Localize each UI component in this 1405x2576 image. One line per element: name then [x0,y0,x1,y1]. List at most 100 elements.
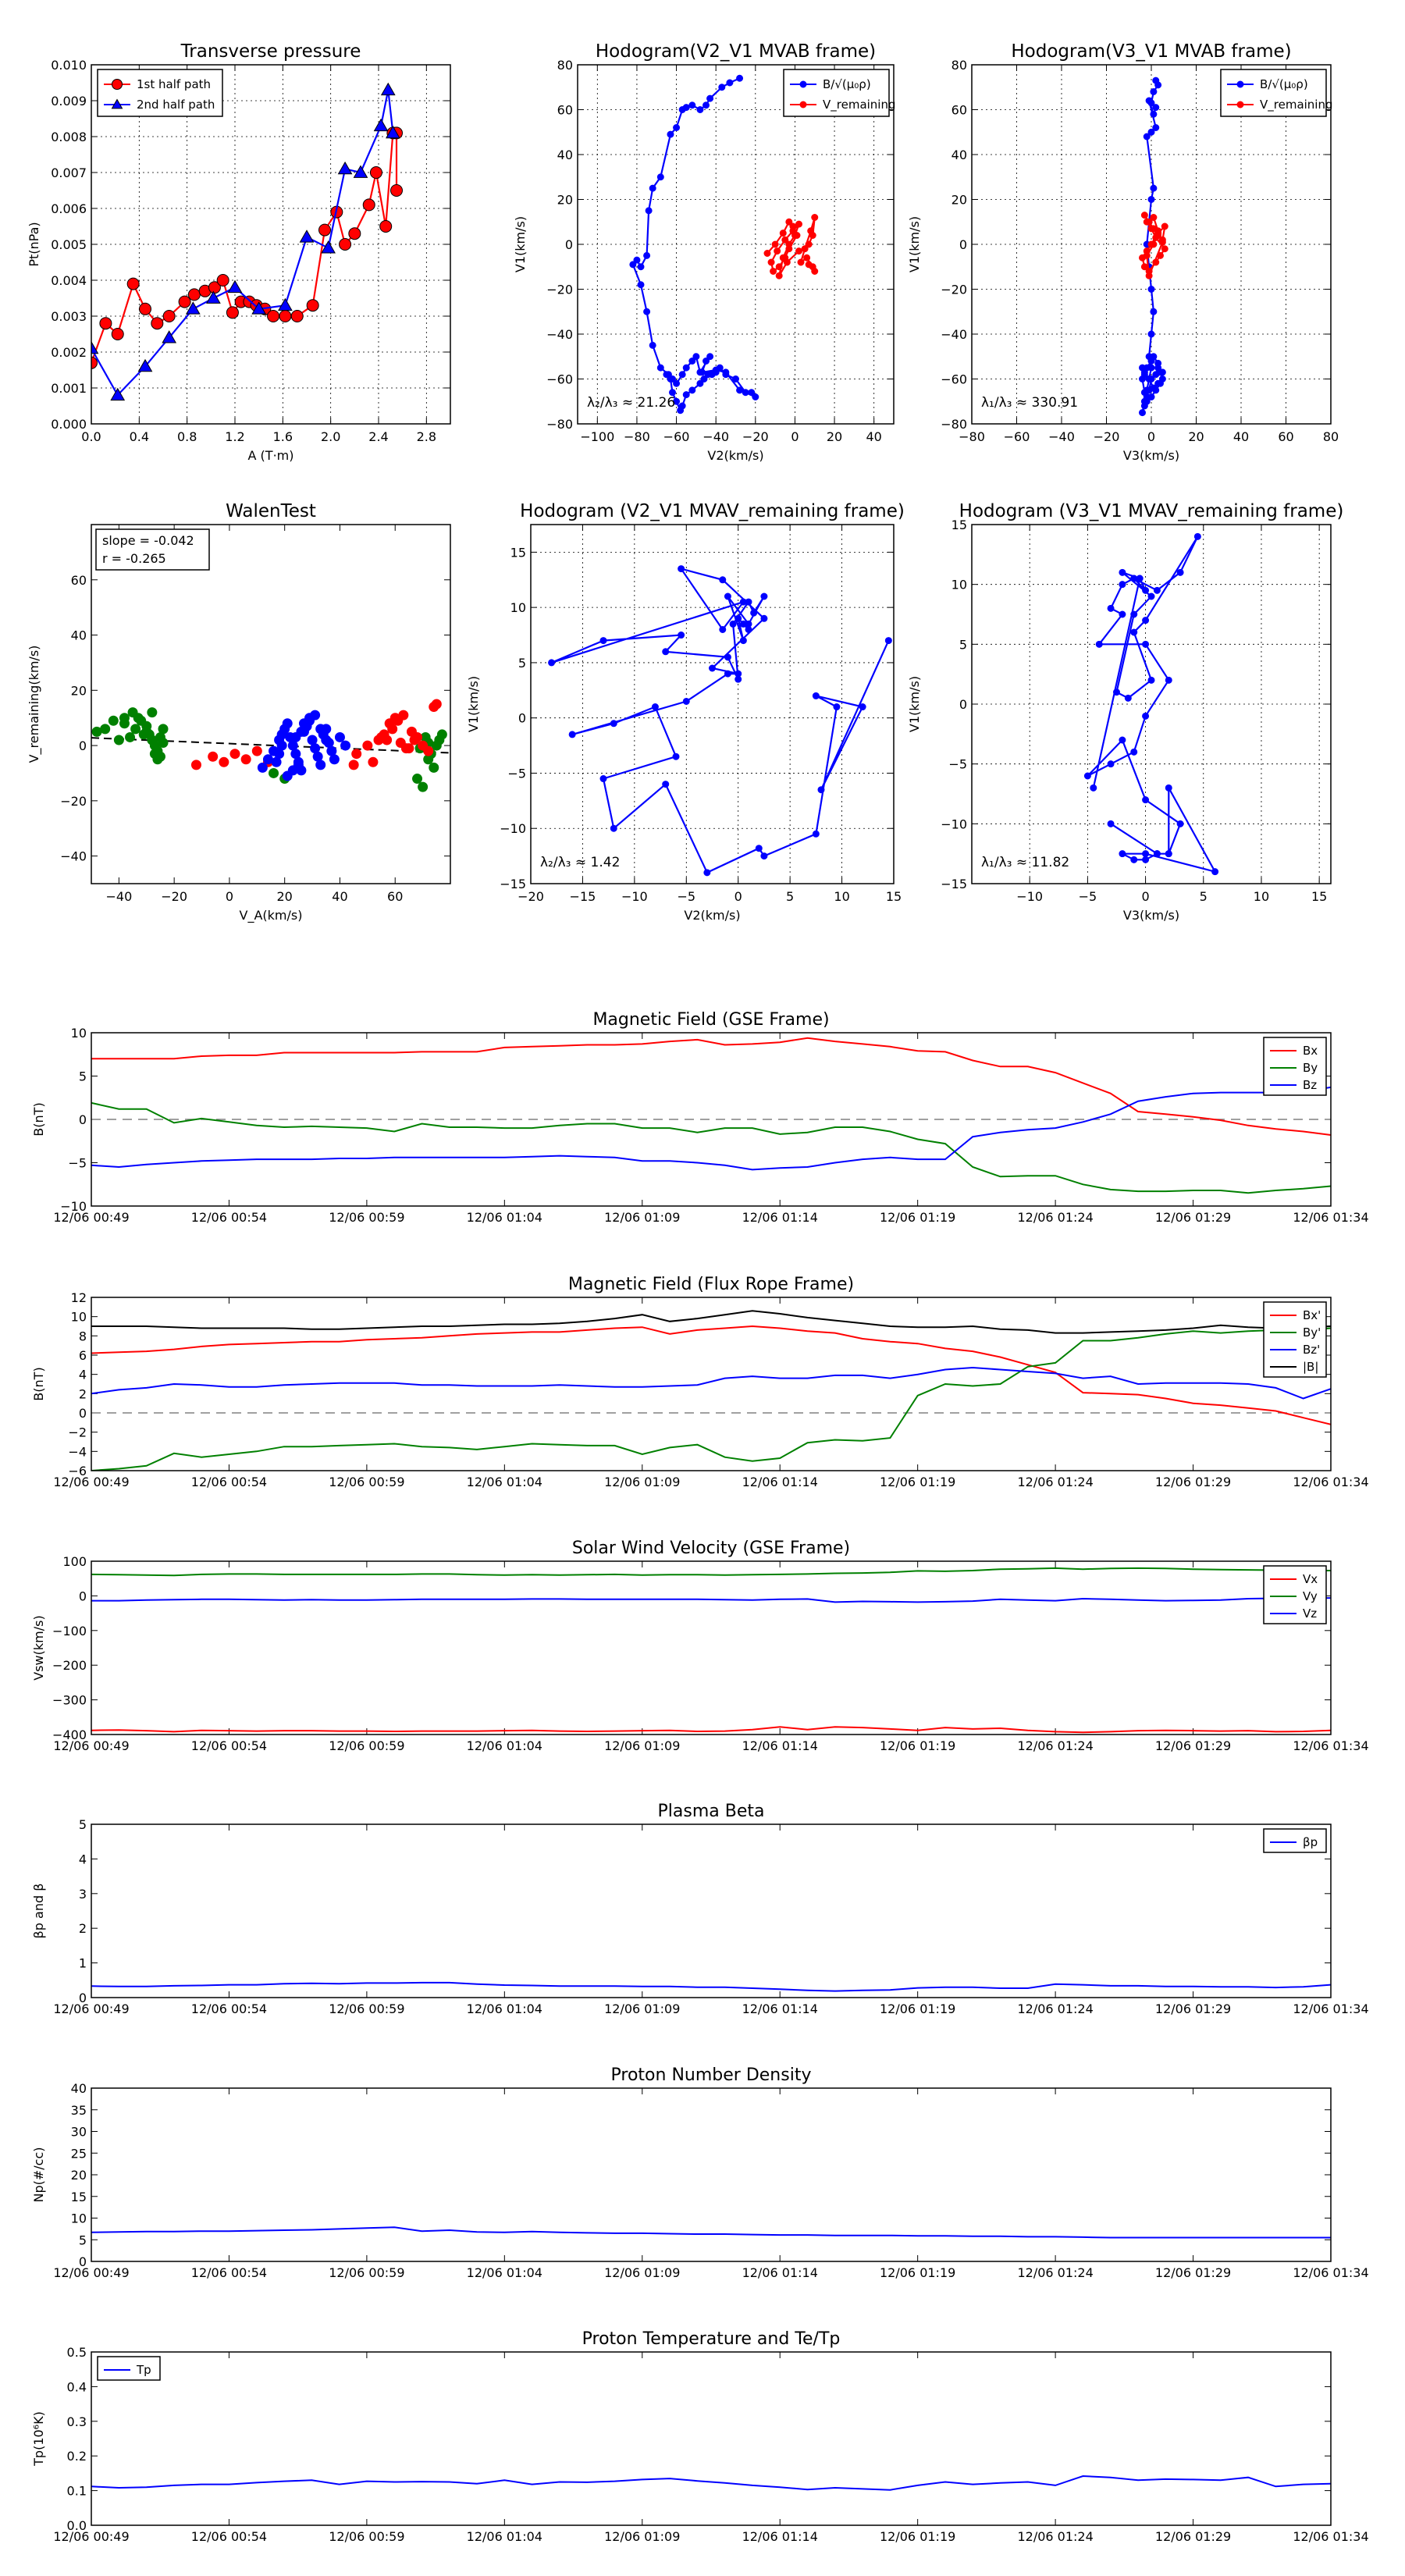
data-point [1142,850,1150,858]
y-tick-label: 6 [79,1348,87,1363]
data-point [812,692,820,699]
data-point [251,745,262,756]
data-point [1150,110,1158,118]
y-tick-label: 0.001 [51,381,87,396]
data-point [649,341,656,349]
data-point [763,250,771,257]
series-line [91,1597,1331,1603]
y-tick-label: 10 [71,1026,87,1041]
data-point [348,227,361,240]
y-tick-label: −2 [68,1425,87,1440]
data-point [568,731,576,738]
x-tick-label: 12/06 01:14 [742,2529,818,2544]
data-point [1139,364,1146,372]
legend-label: Bz [1303,1078,1317,1092]
chart-hodoR21: Hodogram (V2_V1 MVAV_remaining frame) −20… [466,501,905,923]
data-point [736,74,744,82]
plot-area [91,1037,1331,1194]
data-point [1157,251,1164,259]
plot-frame [91,2351,1332,2526]
x-tick-label: 12/06 00:54 [191,1738,267,1753]
y-tick-label: 0.5 [67,2345,87,2360]
x-tick-label: 12/06 01:04 [467,1210,542,1225]
data-point [318,223,331,237]
x-tick-label: −20 [1094,429,1120,444]
annotation-box [95,528,210,571]
data-point [1153,586,1161,594]
x-axis: −100 −80 −60 −40 −20 0 20 40 [580,65,882,444]
plot-area [91,1981,1331,1992]
data-point [662,648,670,656]
y-tick-label: −5 [68,1156,87,1171]
data-point [1158,375,1166,382]
y-axis-label: V1(km/s) [907,676,922,732]
x-axis: −40 −20 0 20 40 60 [106,525,403,904]
series-0 [91,1037,1331,1136]
x-tick-label: 12/06 01:24 [1017,2265,1093,2280]
data-point [271,756,282,767]
x-tick-label: 12/06 01:04 [467,2001,542,2016]
y-tick-label: 0.008 [51,130,87,144]
chart-title: WalenTest [226,501,316,521]
data-point [1143,133,1151,141]
y-tick-label: 1 [79,1956,87,1971]
y-tick-label: 20 [71,2168,87,2183]
data-point [423,745,434,756]
data-point [833,703,841,711]
data-point [760,592,768,600]
y-tick-label: −200 [52,1658,87,1673]
series-line [91,2226,1331,2239]
data-point [1147,592,1155,600]
data-point [673,397,681,405]
x-axis: 12/06 00:49 12/06 00:54 12/06 00:59 12/06 0… [53,1561,1369,1753]
plot-frame [971,524,1332,884]
x-tick-label: 12/06 00:49 [53,2001,129,2016]
y-tick-label: 10 [71,2211,87,2226]
x-tick-label: 12/06 01:09 [604,2265,680,2280]
x-tick-label: 12/06 01:19 [880,2265,955,2280]
series-0 [91,2475,1331,2491]
x-tick-label: 12/06 01:04 [467,1738,542,1753]
x-tick-label: 2.8 [417,429,436,444]
data-point [643,251,651,259]
data-point [742,389,749,397]
x-tick-label: 12/06 01:24 [1017,1475,1093,1489]
y-tick-label: 5 [518,656,526,671]
legend-label: Bx [1303,1044,1318,1058]
data-point [692,353,700,361]
data-point [805,261,813,269]
x-tick-label: 12/06 01:09 [604,2529,680,2544]
x-tick-label: −40 [106,889,133,904]
data-point [696,379,704,387]
series-line [91,1086,1331,1171]
y-tick-label: −5 [507,766,526,781]
plot-frame [971,64,1332,425]
y-tick-label: −80 [546,417,573,432]
series-line [91,1327,1331,1471]
data-point [138,729,149,740]
chart-title: Hodogram(V2_V1 MVAB frame) [596,41,876,62]
data-point [1083,772,1091,780]
data-point [859,703,866,711]
data-point [779,229,787,237]
y-axis-label: Np(#/cc) [31,2147,46,2203]
legend-marker [799,80,807,88]
y-tick-label: 0.004 [51,273,87,288]
legend-marker [1236,101,1244,109]
y-tick-label: 0.4 [67,2379,87,2394]
y-tick-label: 3 [79,1887,87,1902]
y-tick-label: −60 [941,372,967,387]
chart-hodo21: Hodogram(V2_V1 MVAB frame) −100 −80 −60 −40−… [513,41,896,463]
data-point [269,767,279,778]
data-point [1150,88,1158,95]
data-point [1130,628,1138,636]
x-tick-label: 0.8 [177,429,197,444]
chart-title: Hodogram (V3_V1 MVAV_remaining frame) [959,501,1344,521]
legend-label: Bz' [1303,1343,1320,1357]
data-point [187,288,201,301]
data-point [795,247,802,255]
x-tick-label: −10 [621,889,648,904]
y-tick-label: 8 [79,1329,87,1343]
data-point [702,358,710,365]
